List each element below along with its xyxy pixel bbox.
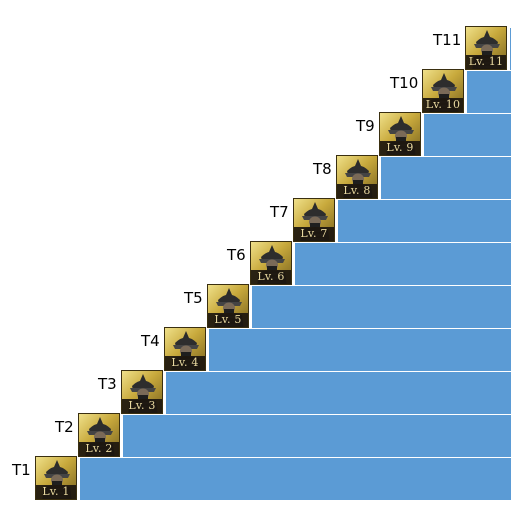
level-badge: Lv. 5 [208,313,248,327]
tier-bar [295,243,511,285]
tier-bar [381,157,511,199]
tier-bar [338,200,511,242]
samurai-portrait-icon: Lv. 2 [78,413,120,457]
tier-label: T4 [141,332,160,350]
tier-bar [166,372,511,414]
tier-bar [123,415,511,457]
tier-bar [510,28,511,70]
level-badge: Lv. 2 [79,442,119,456]
samurai-portrait-icon: Lv. 1 [35,456,77,500]
samurai-portrait-icon: Lv. 9 [379,112,421,156]
tier-label: T11 [433,31,462,49]
tier-label: T3 [98,375,117,393]
level-badge: Lv. 6 [251,270,291,284]
samurai-portrait-icon: Lv. 10 [422,69,464,113]
tier-label: T9 [356,117,375,135]
samurai-portrait-icon: Lv. 5 [207,284,249,328]
samurai-portrait-icon: Lv. 8 [336,155,378,199]
level-badge: Lv. 10 [423,98,463,112]
tier-bar [252,286,511,328]
tier-label: T5 [184,289,203,307]
level-badge: Lv. 9 [380,141,420,155]
samurai-portrait-icon: Lv. 4 [164,327,206,371]
level-badge: Lv. 11 [466,55,506,69]
level-badge: Lv. 8 [337,184,377,198]
tier-label: T1 [12,461,31,479]
level-badge: Lv. 7 [294,227,334,241]
tier-bar [209,329,511,371]
tier-label: T2 [55,418,74,436]
samurai-portrait-icon: Lv. 6 [250,241,292,285]
samurai-portrait-icon: Lv. 3 [121,370,163,414]
tier-bar [424,114,511,156]
tier-label: T6 [227,246,246,264]
tier-label: T7 [270,203,289,221]
tier-bar [467,71,511,113]
samurai-portrait-icon: Lv. 7 [293,198,335,242]
tier-label: T10 [390,74,419,92]
samurai-portrait-icon: Lv. 11 [465,26,507,70]
level-badge: Lv. 4 [165,356,205,370]
level-badge: Lv. 1 [36,485,76,499]
level-badge: Lv. 3 [122,399,162,413]
tier-bar [80,458,511,500]
tier-label: T8 [313,160,332,178]
